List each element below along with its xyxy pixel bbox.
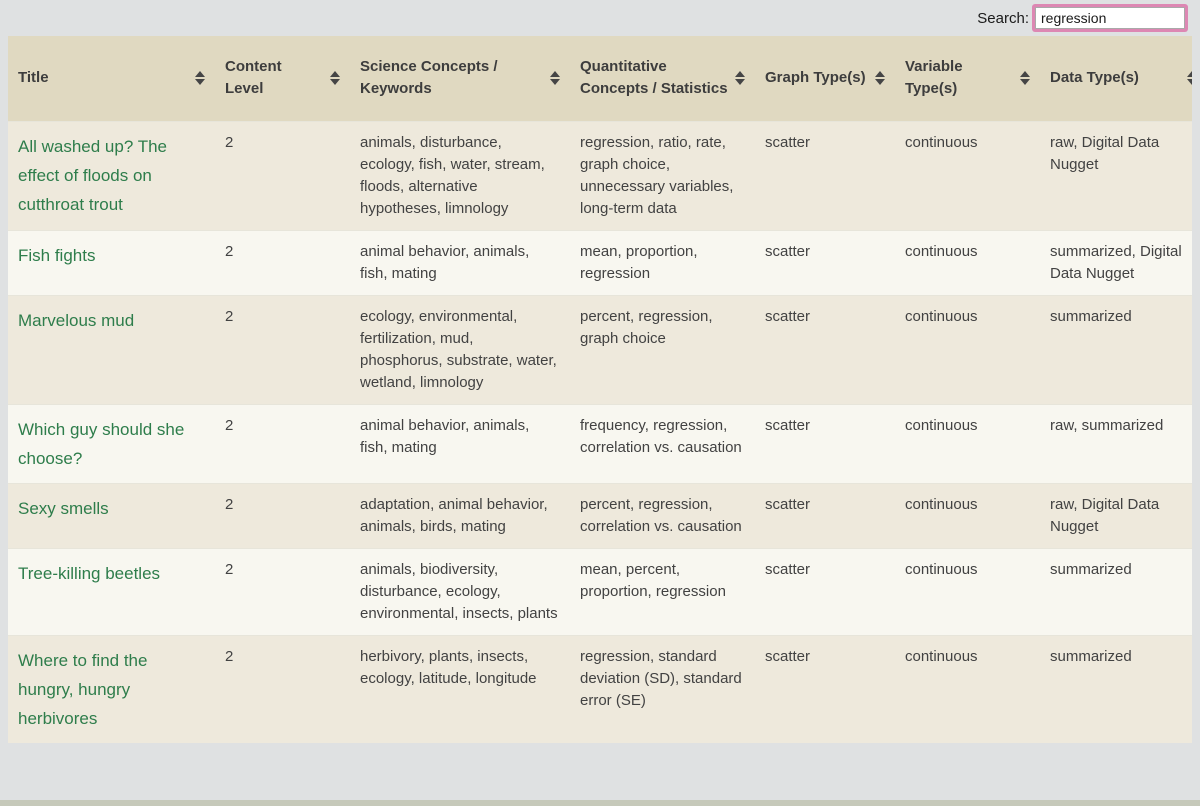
- cell-quantitative-concepts: regression, ratio, rate, graph choice, u…: [580, 133, 734, 217]
- cell-content-level: 2: [225, 495, 234, 513]
- cell-data-types: raw, summarized: [1050, 416, 1164, 434]
- cell-quantitative-concepts: mean, proportion, regression: [580, 242, 698, 282]
- cell-data-types: summarized: [1050, 560, 1132, 578]
- cell-content-level: 2: [225, 416, 234, 434]
- title-link[interactable]: Marvelous mud: [18, 310, 135, 330]
- cell-graph-types: scatter: [765, 647, 811, 665]
- data-nuggets-table: Title Content Level Science Concepts / K…: [8, 36, 1192, 743]
- cell-variable-types: continuous: [905, 242, 978, 260]
- title-link[interactable]: All washed up? The effect of floods on c…: [18, 136, 168, 214]
- cell-graph-types: scatter: [765, 416, 811, 434]
- column-header-label: Variable Type(s): [905, 58, 963, 98]
- cell-title: Marvelous mud: [8, 295, 215, 404]
- column-header-label: Quantitative Concepts / Statistics: [580, 58, 728, 98]
- table-row: Marvelous mud 2 ecology, environmental, …: [8, 295, 1192, 404]
- cell-title: All washed up? The effect of floods on c…: [8, 121, 215, 230]
- sort-icon: [1187, 71, 1192, 86]
- cell-title: Fish fights: [8, 230, 215, 295]
- cell-science-concepts: adaptation, animal behavior, animals, bi…: [360, 495, 548, 535]
- cell-content-level: 2: [225, 242, 234, 260]
- sort-icon: [735, 71, 745, 86]
- search-input[interactable]: [1035, 7, 1185, 29]
- cell-science-concepts: animals, biodiversity, disturbance, ecol…: [360, 560, 558, 622]
- table-row: Fish fights 2 animal behavior, animals, …: [8, 230, 1192, 295]
- cell-graph-types: scatter: [765, 133, 811, 151]
- column-header-title[interactable]: Title: [8, 36, 215, 121]
- column-header-label: Science Concepts / Keywords: [360, 58, 498, 98]
- sort-icon: [1020, 71, 1030, 86]
- cell-quantitative-concepts: regression, standard deviation (SD), sta…: [580, 647, 742, 709]
- title-link[interactable]: Which guy should she choose?: [18, 419, 185, 468]
- table-row: Where to find the hungry, hungry herbivo…: [8, 635, 1192, 743]
- sort-icon: [195, 71, 205, 86]
- sort-icon: [550, 71, 560, 86]
- cell-quantitative-concepts: frequency, regression, correlation vs. c…: [580, 416, 742, 456]
- cell-content-level: 2: [225, 560, 234, 578]
- table-header-row: Title Content Level Science Concepts / K…: [8, 36, 1192, 121]
- cell-quantitative-concepts: mean, percent, proportion, regression: [580, 560, 726, 600]
- cell-graph-types: scatter: [765, 307, 811, 325]
- cell-data-types: summarized: [1050, 647, 1132, 665]
- cell-science-concepts: herbivory, plants, insects, ecology, lat…: [360, 647, 537, 687]
- cell-content-level: 2: [225, 647, 234, 665]
- sort-icon: [330, 71, 340, 86]
- cell-title: Which guy should she choose?: [8, 404, 215, 483]
- search-bar: Search:: [0, 0, 1200, 36]
- column-header-science-concepts[interactable]: Science Concepts / Keywords: [350, 36, 570, 121]
- cell-variable-types: continuous: [905, 133, 978, 151]
- cell-variable-types: continuous: [905, 416, 978, 434]
- title-link[interactable]: Tree-killing beetles: [18, 563, 161, 583]
- cell-science-concepts: animal behavior, animals, fish, mating: [360, 416, 530, 456]
- table-row: Which guy should she choose? 2 animal be…: [8, 404, 1192, 483]
- column-header-label: Graph Type(s): [765, 69, 866, 87]
- cell-content-level: 2: [225, 133, 234, 151]
- cell-data-types: summarized, Digital Data Nugget: [1050, 242, 1182, 282]
- column-header-label: Title: [18, 69, 49, 87]
- cell-science-concepts: ecology, environmental, fertilization, m…: [360, 307, 557, 391]
- cell-science-concepts: animals, disturbance, ecology, fish, wat…: [360, 133, 545, 217]
- column-header-label: Data Type(s): [1050, 69, 1139, 87]
- cell-variable-types: continuous: [905, 647, 978, 665]
- title-link[interactable]: Where to find the hungry, hungry herbivo…: [18, 650, 148, 728]
- column-header-content-level[interactable]: Content Level: [215, 36, 350, 121]
- column-header-variable-types[interactable]: Variable Type(s): [895, 36, 1040, 121]
- cell-content-level: 2: [225, 307, 234, 325]
- cell-graph-types: scatter: [765, 495, 811, 513]
- cell-variable-types: continuous: [905, 560, 978, 578]
- cell-title: Where to find the hungry, hungry herbivo…: [8, 635, 215, 743]
- cell-data-types: raw, Digital Data Nugget: [1050, 495, 1160, 535]
- data-table-container: Title Content Level Science Concepts / K…: [8, 36, 1192, 743]
- column-header-quantitative-concepts[interactable]: Quantitative Concepts / Statistics: [570, 36, 755, 121]
- title-link[interactable]: Fish fights: [18, 245, 96, 265]
- bottom-edge-strip: [0, 800, 1200, 806]
- cell-graph-types: scatter: [765, 560, 811, 578]
- cell-title: Tree-killing beetles: [8, 548, 215, 635]
- cell-science-concepts: animal behavior, animals, fish, mating: [360, 242, 530, 282]
- table-row: Sexy smells 2 adaptation, animal behavio…: [8, 483, 1192, 548]
- cell-variable-types: continuous: [905, 307, 978, 325]
- table-row: Tree-killing beetles 2 animals, biodiver…: [8, 548, 1192, 635]
- cell-data-types: raw, Digital Data Nugget: [1050, 133, 1160, 173]
- table-row: All washed up? The effect of floods on c…: [8, 121, 1192, 230]
- cell-variable-types: continuous: [905, 495, 978, 513]
- column-header-graph-types[interactable]: Graph Type(s): [755, 36, 895, 121]
- column-header-label: Content Level: [225, 58, 282, 98]
- cell-title: Sexy smells: [8, 483, 215, 548]
- title-link[interactable]: Sexy smells: [18, 498, 109, 518]
- cell-graph-types: scatter: [765, 242, 811, 260]
- column-header-data-types[interactable]: Data Type(s): [1040, 36, 1192, 121]
- cell-quantitative-concepts: percent, regression, graph choice: [580, 307, 713, 347]
- sort-icon: [875, 71, 885, 86]
- search-label: Search:: [977, 9, 1029, 27]
- cell-quantitative-concepts: percent, regression, correlation vs. cau…: [580, 495, 742, 535]
- cell-data-types: summarized: [1050, 307, 1132, 325]
